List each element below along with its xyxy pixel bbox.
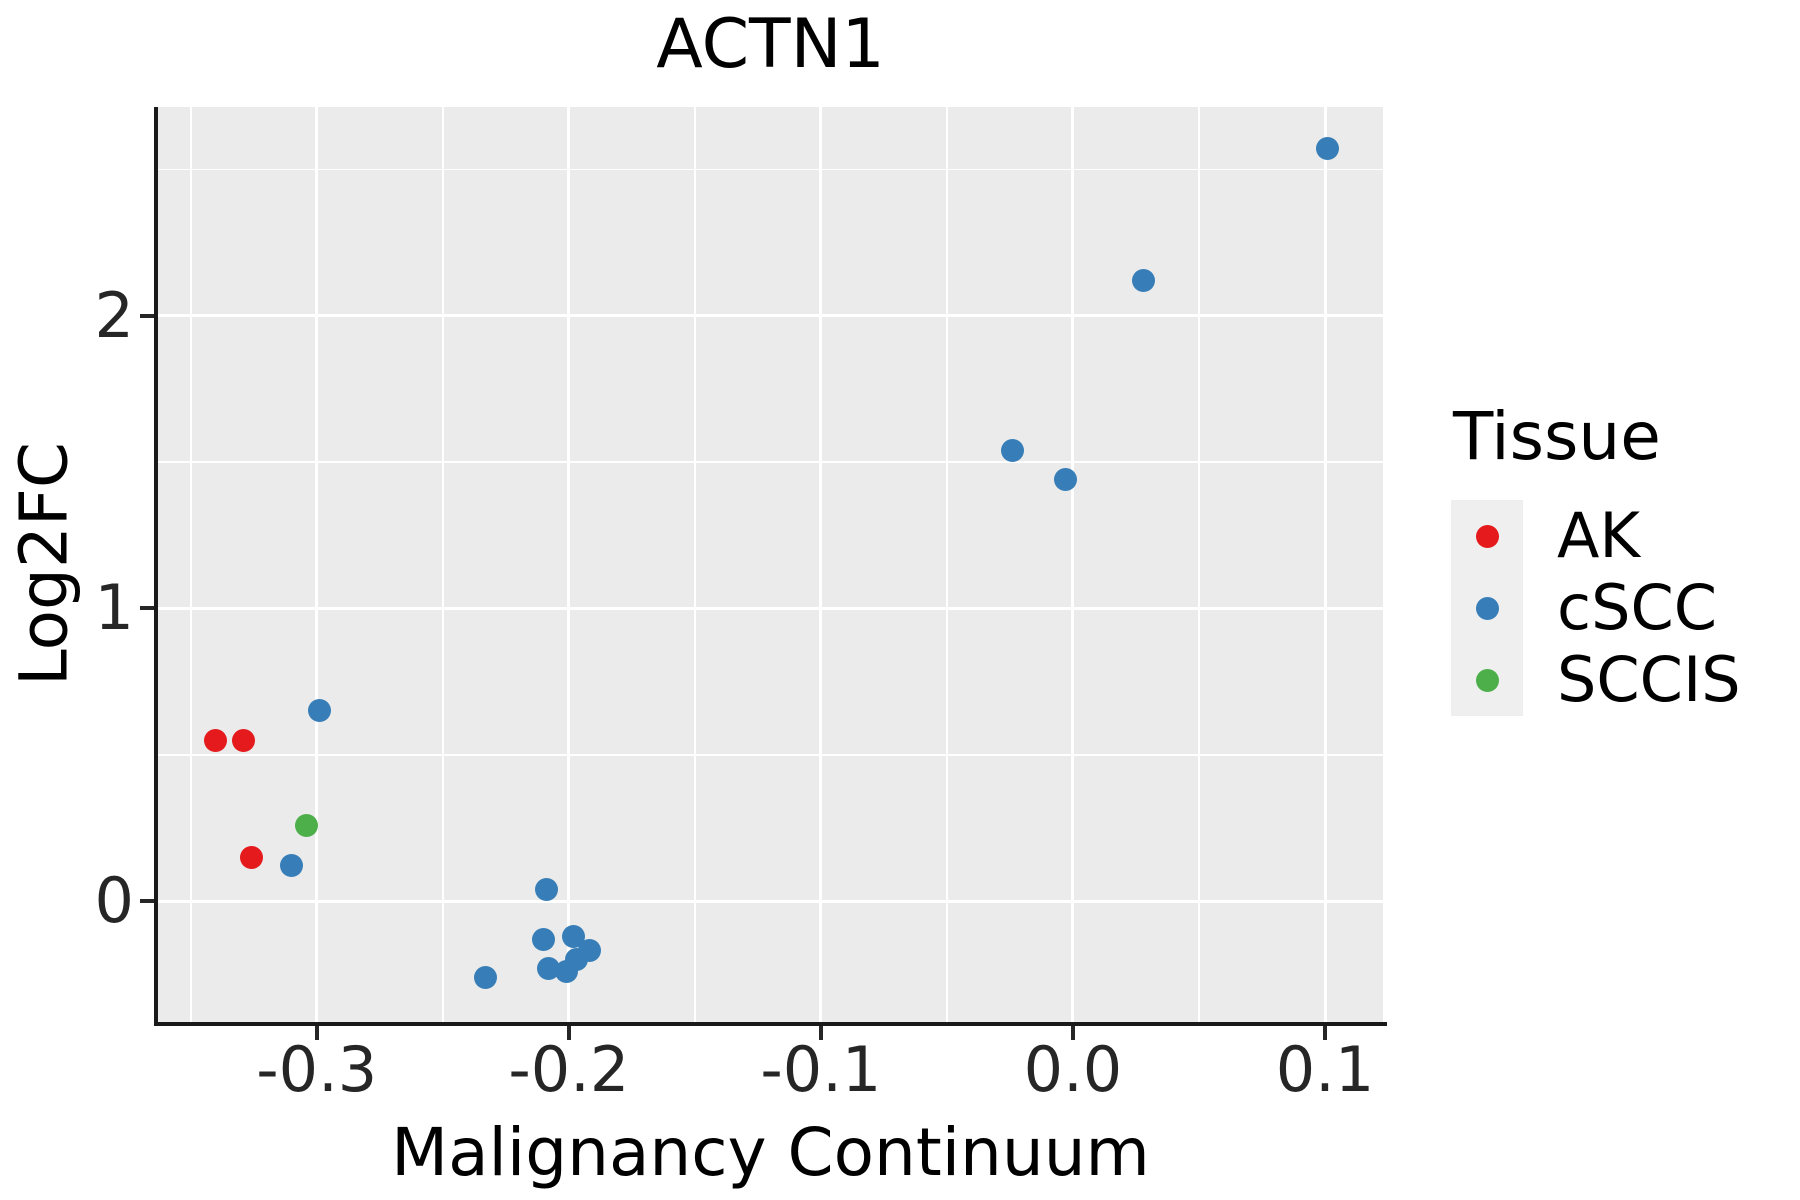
- y-axis-spine: [154, 107, 158, 1026]
- legend: Tissue AK cSCC SCCIS: [1451, 404, 1741, 716]
- legend-key: [1451, 572, 1523, 644]
- data-point-cSCC: [537, 956, 561, 980]
- y-minor-gridline: [158, 168, 1383, 171]
- x-tick-label: -0.2: [508, 1033, 630, 1106]
- data-point-cSCC: [554, 959, 578, 983]
- y-major-gridline: [158, 899, 1383, 903]
- x-tick-label: -0.3: [256, 1033, 378, 1106]
- data-point-cSCC: [1000, 438, 1024, 462]
- legend-key: [1451, 500, 1523, 572]
- data-point-cSCC: [1053, 468, 1077, 492]
- data-point-cSCC: [280, 854, 304, 878]
- data-point-cSCC: [1132, 269, 1156, 293]
- data-point-cSCC: [307, 699, 331, 723]
- y-tick-label: 1: [94, 571, 134, 645]
- x-major-gridline: [819, 107, 823, 1022]
- legend-key: [1451, 644, 1523, 716]
- data-point-AK: [204, 728, 228, 752]
- x-tick-label: 0.0: [1023, 1033, 1123, 1106]
- y-tick-label: 2: [94, 278, 134, 352]
- y-tick-label: 0: [94, 864, 134, 938]
- data-point-cSCC: [532, 927, 556, 951]
- x-major-gridline: [315, 107, 319, 1022]
- legend-dot-icon: [1475, 668, 1499, 692]
- legend-dot-icon: [1475, 524, 1499, 548]
- x-minor-gridline: [694, 107, 696, 1022]
- chart-title: ACTN1: [656, 5, 885, 84]
- data-point-AK: [239, 845, 263, 869]
- y-minor-gridline: [158, 754, 1383, 756]
- plot-panel: [158, 107, 1383, 1022]
- data-point-cSCC: [562, 924, 586, 948]
- legend-entry-cSCC: cSCC: [1451, 572, 1741, 644]
- legend-entry-label: cSCC: [1557, 571, 1718, 644]
- x-minor-gridline: [946, 107, 948, 1022]
- x-minor-gridline: [1198, 107, 1200, 1022]
- legend-rows: AK cSCC SCCIS: [1451, 500, 1741, 716]
- x-tick-label: 0.1: [1275, 1033, 1375, 1106]
- y-major-gridline: [158, 606, 1383, 610]
- y-major-gridline: [158, 314, 1383, 318]
- y-minor-gridline: [158, 461, 1383, 463]
- data-point-SCCIS: [295, 813, 319, 837]
- x-tick-mark: [1323, 1026, 1328, 1040]
- x-axis-label: Malignancy Continuum: [391, 1114, 1150, 1191]
- legend-dot-icon: [1475, 596, 1499, 620]
- data-point-AK: [232, 728, 256, 752]
- x-tick-mark: [314, 1026, 319, 1040]
- x-axis-spine: [154, 1022, 1387, 1026]
- data-point-cSCC: [1316, 137, 1340, 161]
- x-tick-label: -0.1: [760, 1033, 882, 1106]
- x-tick-mark: [1070, 1026, 1075, 1040]
- legend-title: Tissue: [1453, 398, 1661, 475]
- y-tick-mark: [140, 899, 154, 904]
- y-tick-mark: [140, 606, 154, 611]
- data-point-cSCC: [534, 877, 558, 901]
- x-major-gridline: [567, 107, 571, 1022]
- y-axis-label: Log2FC: [5, 442, 83, 686]
- x-major-gridline: [1323, 107, 1327, 1022]
- legend-entry-SCCIS: SCCIS: [1451, 644, 1741, 716]
- y-tick-mark: [140, 313, 154, 318]
- legend-entry-label: SCCIS: [1557, 643, 1741, 716]
- x-minor-gridline: [190, 107, 192, 1022]
- x-major-gridline: [1071, 107, 1075, 1022]
- x-tick-mark: [818, 1026, 823, 1040]
- data-point-cSCC: [474, 965, 498, 989]
- legend-entry-label: AK: [1557, 499, 1641, 572]
- x-tick-mark: [566, 1026, 571, 1040]
- x-minor-gridline: [442, 107, 444, 1022]
- legend-entry-AK: AK: [1451, 500, 1741, 572]
